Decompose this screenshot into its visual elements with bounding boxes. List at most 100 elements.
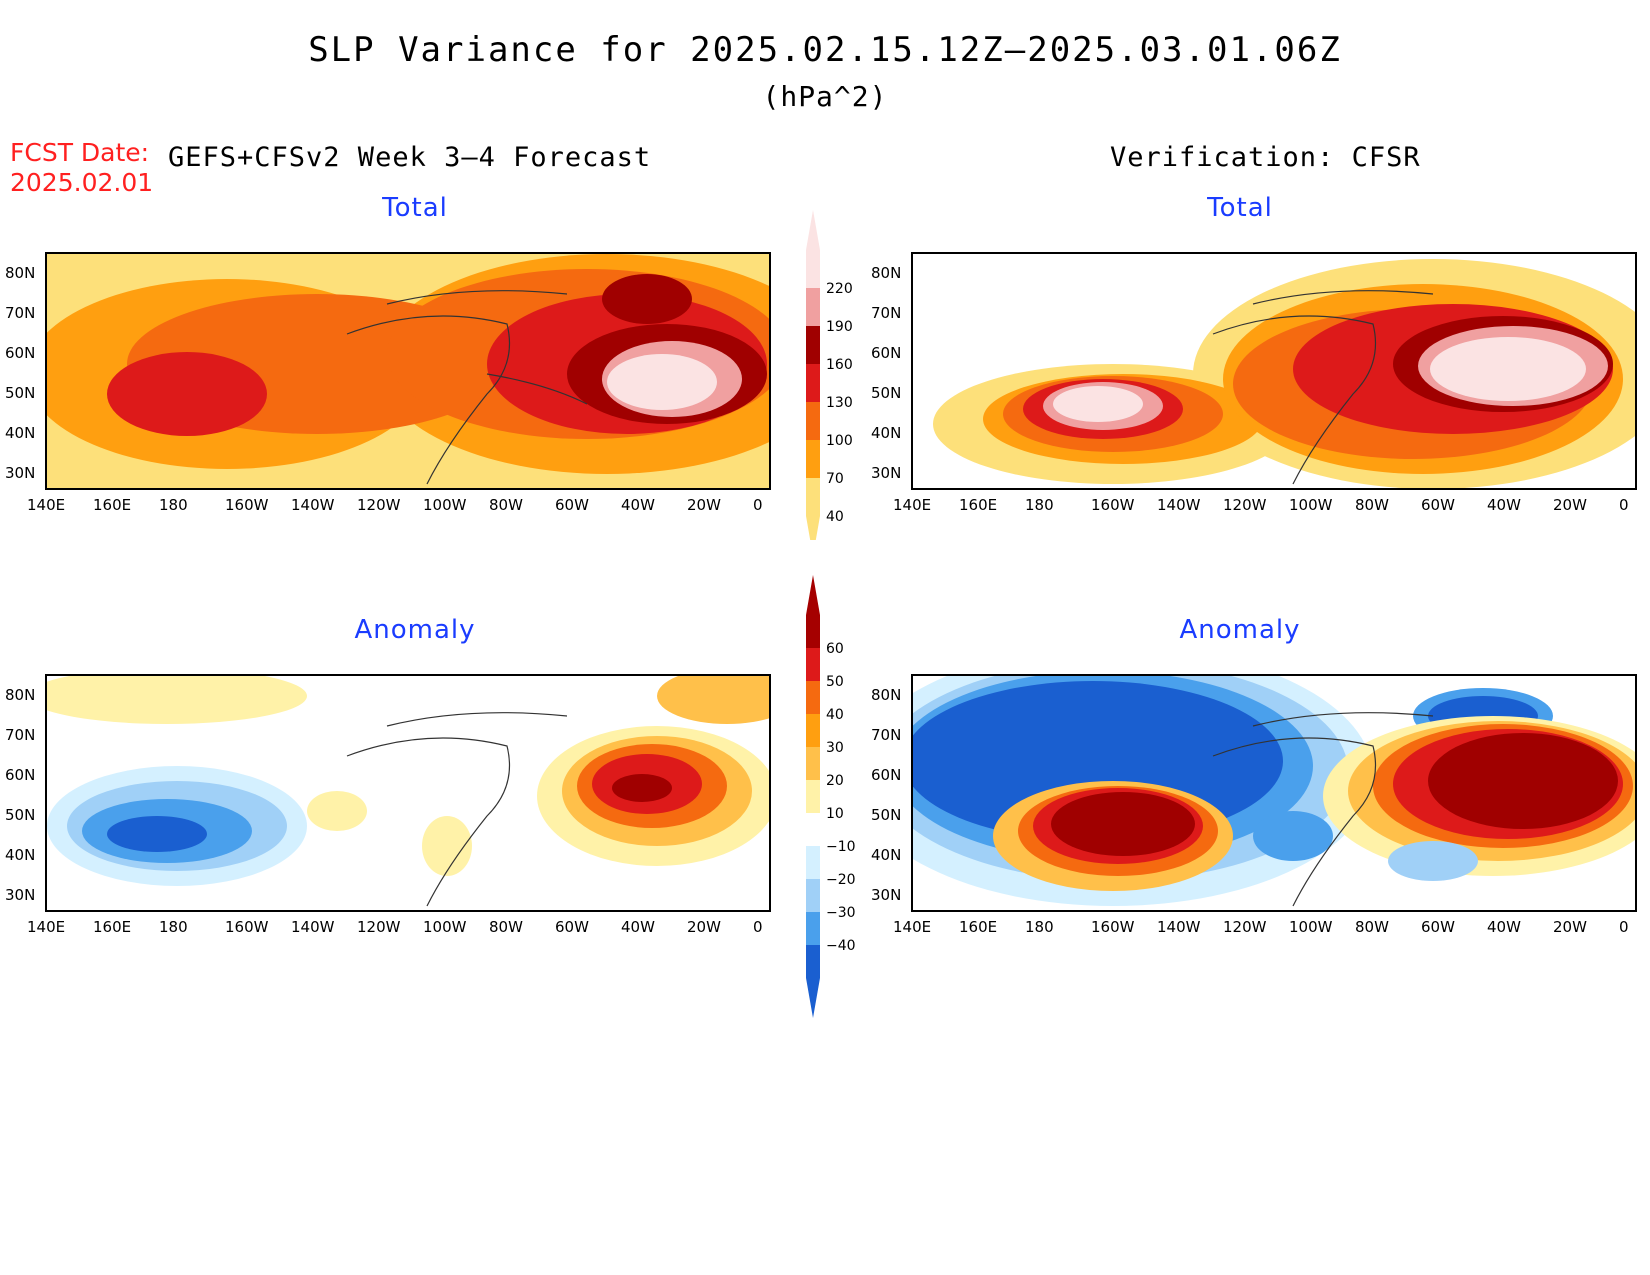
lat-tick-label: 40N: [5, 424, 36, 442]
lon-tick-label: 160E: [93, 918, 132, 936]
lon-tick-label: 0: [1619, 918, 1629, 936]
map-forecast-anomaly: [45, 674, 771, 912]
lat-tick-label: 70N: [5, 726, 36, 744]
lon-tick-label: 140W: [291, 496, 335, 514]
lat-tick-label: 60N: [5, 766, 36, 784]
lat-tick-label: 70N: [871, 304, 902, 322]
lon-tick-label: 120W: [357, 918, 401, 936]
colorbar-swatch: [806, 478, 820, 516]
lon-tick-label: 20W: [687, 496, 721, 514]
colorbar-label: −10: [826, 839, 856, 855]
forecast-date-label: FCST Date:: [10, 138, 150, 167]
lon-tick-label: 160E: [93, 496, 132, 514]
lon-tick-label: 40W: [1487, 496, 1521, 514]
lon-tick-label: 100W: [423, 918, 467, 936]
lon-tick-label: 160W: [1091, 918, 1135, 936]
lon-tick-label: 0: [753, 496, 763, 514]
panel-title-verification-total: Total: [1207, 193, 1273, 223]
lon-tick-label: 160E: [959, 918, 998, 936]
colorbar-swatch: [806, 912, 820, 945]
lat-tick-label: 50N: [871, 384, 902, 402]
panel-title-forecast-total: Total: [382, 193, 448, 223]
lat-tick-label: 30N: [5, 464, 36, 482]
colorbar-bottom-arrow: [806, 516, 820, 556]
lon-tick-label: 180: [159, 496, 188, 514]
lon-tick-label: 160W: [1091, 496, 1135, 514]
colorbar-swatch: [806, 402, 820, 440]
lon-tick-label: 60W: [1421, 918, 1455, 936]
lon-tick-label: 140W: [291, 918, 335, 936]
lon-tick-label: 0: [753, 918, 763, 936]
figure-units: (hPa^2): [762, 80, 888, 113]
lon-tick-label: 140W: [1157, 496, 1201, 514]
map-verification-anomaly: [911, 674, 1637, 912]
colorbar-label: 100: [826, 433, 853, 449]
lon-tick-label: 60W: [555, 496, 589, 514]
lon-tick-label: 180: [159, 918, 188, 936]
panel-title-verification-anomaly: Anomaly: [1179, 615, 1301, 645]
lat-tick-label: 80N: [5, 686, 36, 704]
lon-tick-label: 120W: [1223, 918, 1267, 936]
lat-tick-label: 60N: [5, 344, 36, 362]
colorbar-anomaly-svg: 60 50 40 30 20 10 −10 −20 −30 −40: [806, 575, 856, 1018]
colorbar-swatch: [806, 364, 820, 402]
colorbar-swatch: [806, 615, 820, 648]
lat-tick-label: 50N: [871, 806, 902, 824]
panel-title-forecast-anomaly: Anomaly: [354, 615, 476, 645]
lon-tick-label: 140E: [893, 496, 932, 514]
map-forecast-total: [45, 252, 771, 490]
lat-tick-label: 30N: [5, 886, 36, 904]
lat-tick-label: 80N: [871, 686, 902, 704]
lon-tick-label: 80W: [489, 918, 523, 936]
lon-tick-label: 180: [1025, 496, 1054, 514]
lon-tick-label: 80W: [1355, 496, 1389, 514]
forecast-heading: GEFS+CFSv2 Week 3–4 Forecast: [168, 142, 652, 173]
lon-tick-label: 100W: [1289, 496, 1333, 514]
colorbar-swatch: [806, 945, 820, 978]
lat-tick-label: 60N: [871, 766, 902, 784]
colorbar-top-arrow: [806, 575, 820, 615]
lon-tick-label: 140E: [27, 496, 66, 514]
lon-tick-label: 40W: [621, 496, 655, 514]
colorbar-label: 160: [826, 357, 853, 373]
lon-tick-label: 40W: [621, 918, 655, 936]
colorbar-swatch: [806, 813, 820, 846]
colorbar-label: 190: [826, 319, 853, 335]
colorbar-swatch: [806, 326, 820, 364]
colorbar-bottom-arrow: [806, 978, 820, 1018]
colorbar-label: 130: [826, 395, 853, 411]
map-verification-anomaly-svg: [913, 676, 1635, 907]
lon-tick-label: 100W: [1289, 918, 1333, 936]
lon-tick-label: 120W: [1223, 496, 1267, 514]
colorbar-swatch: [806, 846, 820, 879]
map-forecast-total-svg: [47, 254, 769, 485]
colorbar-swatch: [806, 648, 820, 681]
lon-tick-label: 20W: [687, 918, 721, 936]
lon-tick-label: 180: [1025, 918, 1054, 936]
colorbar-label: 40: [826, 707, 844, 723]
colorbar-label: −30: [826, 905, 856, 921]
colorbar-anomaly: 60 50 40 30 20 10 −10 −20 −30 −40: [800, 575, 880, 1025]
colorbar-label: 10: [826, 806, 844, 822]
colorbar-swatch: [806, 250, 820, 288]
lon-tick-label: 60W: [1421, 496, 1455, 514]
colorbar-label: 220: [826, 281, 853, 297]
colorbar-top-arrow: [806, 210, 820, 250]
lon-tick-label: 140W: [1157, 918, 1201, 936]
colorbar-swatch: [806, 288, 820, 326]
verification-heading: Verification: CFSR: [1110, 142, 1421, 173]
colorbar-label: 40: [826, 509, 844, 525]
colorbar-label: 30: [826, 740, 844, 756]
lon-tick-label: 160W: [225, 496, 269, 514]
lat-tick-label: 50N: [5, 384, 36, 402]
colorbar-swatch: [806, 780, 820, 813]
map-forecast-anomaly-svg: [47, 676, 769, 907]
forecast-date-value: 2025.02.01: [10, 168, 154, 197]
colorbar-swatch: [806, 714, 820, 747]
colorbar-label: 20: [826, 773, 844, 789]
map-verification-total: [911, 252, 1637, 490]
lon-tick-label: 80W: [1355, 918, 1389, 936]
lon-tick-label: 160W: [225, 918, 269, 936]
lat-tick-label: 70N: [871, 726, 902, 744]
lat-tick-label: 40N: [871, 846, 902, 864]
